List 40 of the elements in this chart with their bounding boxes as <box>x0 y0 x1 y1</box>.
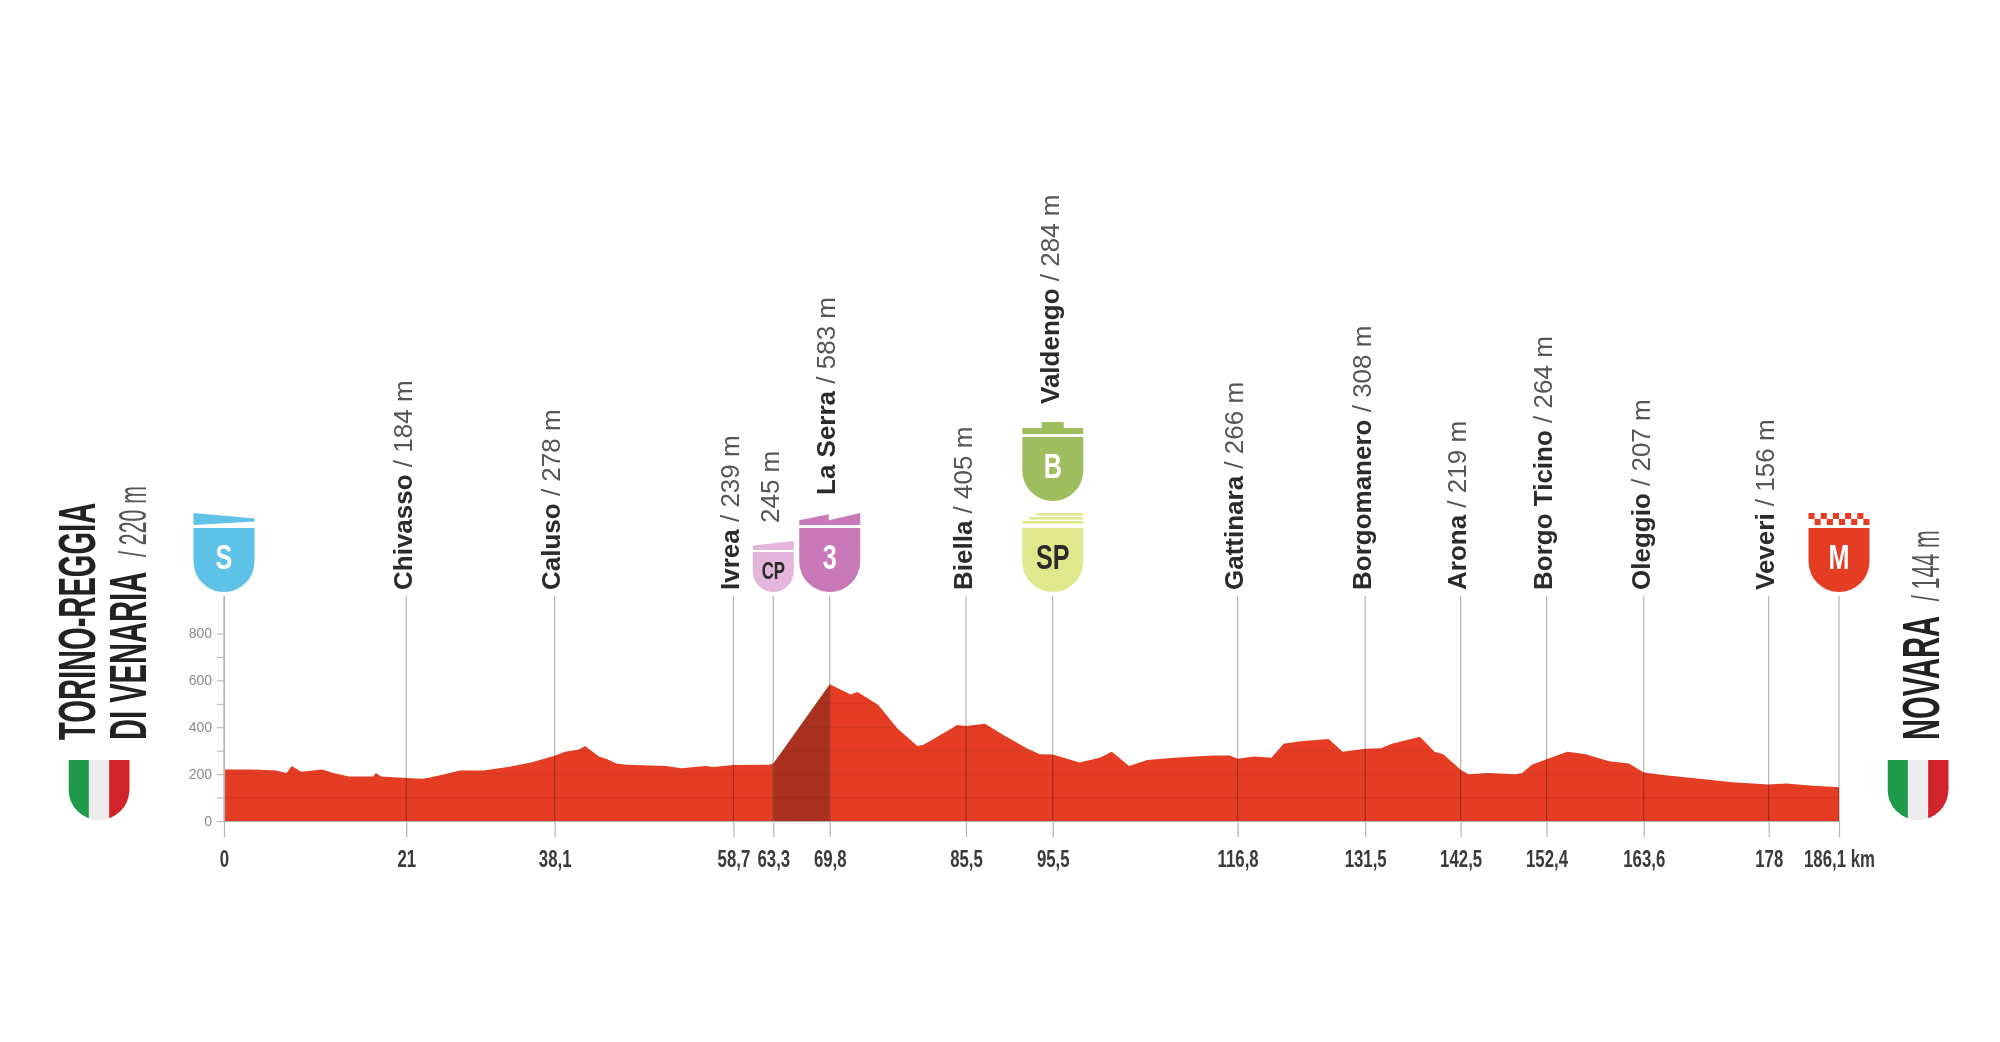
x-tick-label: 131,5 <box>1344 845 1387 872</box>
text: Arona / 219 m <box>1442 420 1473 590</box>
text: S <box>215 536 233 578</box>
x-tick-label: 0 <box>219 845 230 872</box>
x-tick-label: 69,8 <box>813 845 847 872</box>
y-tick-label: 400 <box>188 719 213 736</box>
x-tick-label: 163,6 <box>1623 845 1666 872</box>
text: CP <box>761 556 786 584</box>
x-tick-label: 152,4 <box>1526 845 1569 872</box>
y-tick-label: 0 <box>204 812 213 829</box>
text: Veveri / 156 m <box>1750 419 1781 590</box>
text: 245 m <box>755 450 786 523</box>
y-tick-label: 600 <box>188 672 213 689</box>
text: Oleggio / 207 m <box>1625 399 1656 590</box>
text: SP <box>1035 536 1070 578</box>
x-tick-label: 178 <box>1755 845 1784 872</box>
x-tick-label: 38,1 <box>538 845 572 872</box>
text: La Serra / 583 m <box>811 296 842 495</box>
y-tick-label: 200 <box>188 766 213 783</box>
x-tick-label: 21 <box>397 845 417 872</box>
text: Borgomanero / 308 m <box>1346 325 1377 590</box>
text: B <box>1043 445 1062 487</box>
text: M <box>1828 536 1850 578</box>
x-tick-label: 95,5 <box>1036 845 1070 872</box>
text: Biella / 405 m <box>947 426 978 590</box>
text: Chivasso / 184 m <box>388 380 418 590</box>
text: Valdengo / 284 m <box>1034 194 1065 404</box>
text: Ivrea / 239 m <box>715 435 746 590</box>
text: 3 <box>822 536 837 578</box>
x-tick-label: 186,1 km <box>1804 845 1875 872</box>
x-tick-label: 58,7 <box>717 845 751 872</box>
x-tick-label: 85,5 <box>950 845 983 872</box>
x-tick-label: 142,5 <box>1440 845 1483 872</box>
text: Caluso / 278 m <box>536 409 567 590</box>
x-tick-label: 116,8 <box>1217 845 1259 872</box>
text: Gattinara / 266 m <box>1219 381 1250 590</box>
x-tick-label: 63,3 <box>757 845 791 872</box>
text: Borgo Ticino / 264 m <box>1528 336 1559 590</box>
y-tick-label: 800 <box>188 625 213 642</box>
text: NOVARA / 144 m <box>1892 530 1951 740</box>
